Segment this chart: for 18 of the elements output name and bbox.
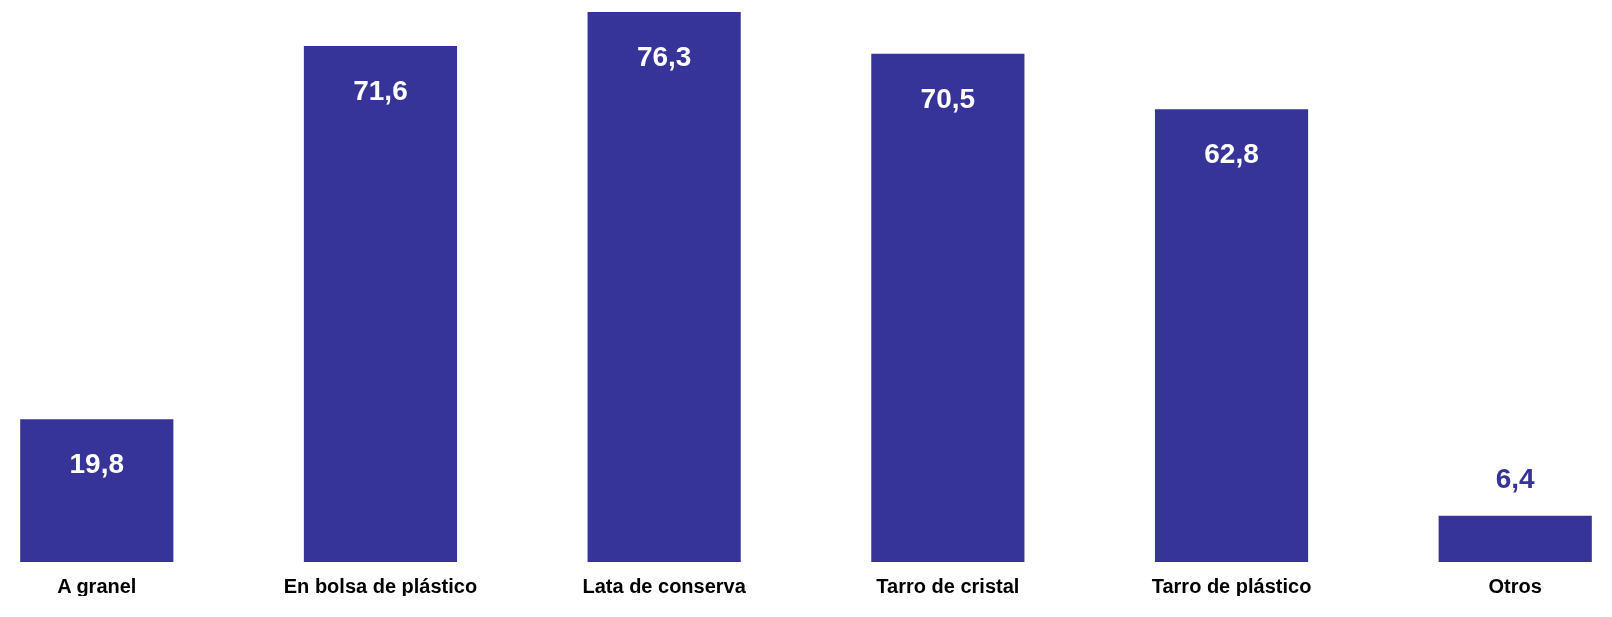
x-tick-label: Lata de conserva <box>582 574 747 597</box>
data-label: 6,4 <box>1495 462 1536 494</box>
data-label: 70,5 <box>920 82 976 114</box>
x-tick-label: Tarro de plástico <box>1151 574 1312 597</box>
bar <box>587 12 741 562</box>
bar <box>20 419 174 562</box>
data-label: 62,8 <box>1204 138 1259 170</box>
data-label: 76,3 <box>636 41 692 72</box>
x-tick-label: En bolsa de plástico <box>283 574 478 597</box>
data-label: 71,6 <box>353 74 408 106</box>
data-label: 19,8 <box>69 448 125 480</box>
bar <box>303 45 458 562</box>
bar <box>871 53 1025 562</box>
x-tick-label: A granel <box>57 574 137 597</box>
x-tick-label: Otros <box>1488 574 1542 597</box>
bar <box>1438 515 1592 562</box>
x-tick-label: Tarro de cristal <box>876 574 1020 597</box>
bar <box>1154 109 1309 562</box>
